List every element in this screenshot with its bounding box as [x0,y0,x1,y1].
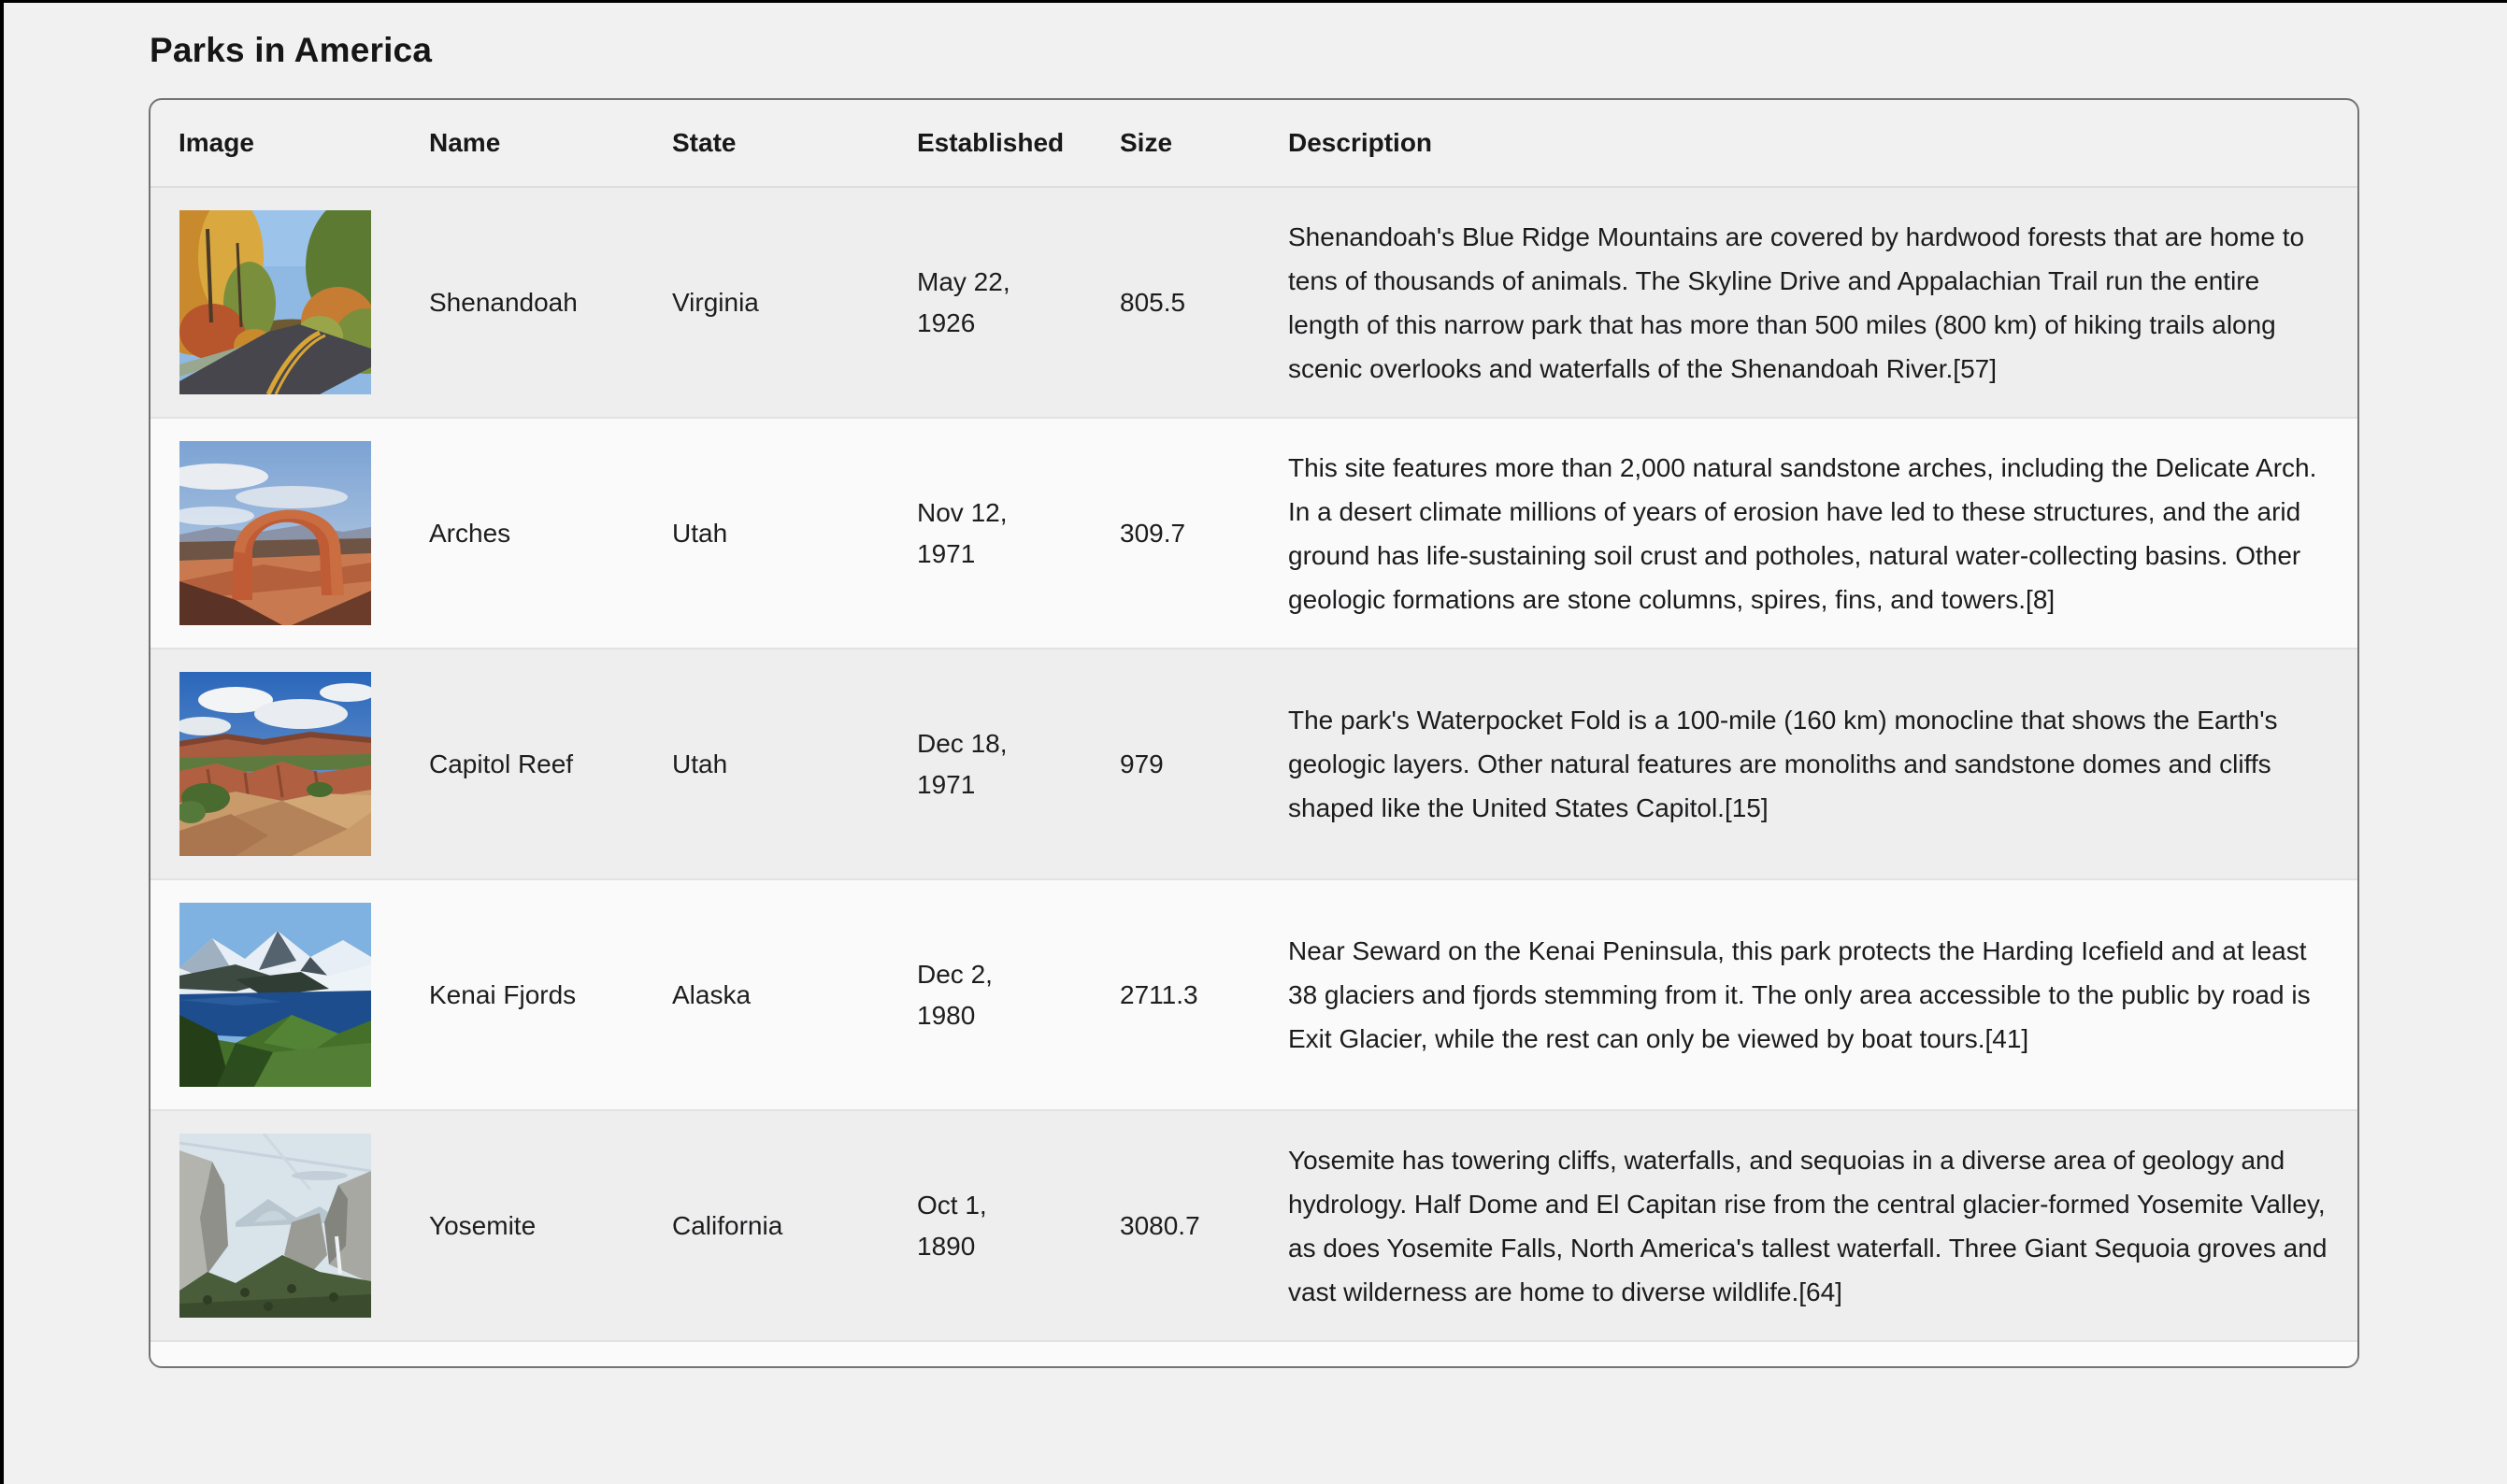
table-header: Image Name State Established Size Descri… [150,100,2357,188]
park-description: This site features more than 2,000 natur… [1260,417,2357,649]
header-name: Name [401,100,644,188]
park-established: May 22, 1926 [917,266,1010,337]
park-size: 2711.3 [1092,878,1260,1110]
park-description: The park's Waterpocket Fold is a 100-mil… [1260,648,2357,879]
park-size: 805.5 [1120,287,1186,317]
park-description: Yosemite has towering cliffs, waterfalls… [1260,1109,2357,1341]
table-row: Shenandoah Virginia May 22, 1926 805.5 S… [150,187,2357,418]
table-row: Arches Utah Nov 12, 1971 309.7 This site… [150,417,2357,649]
kenai-fjords-glacier-image [179,903,371,1087]
parks-table: Image Name State Established Size Descri… [150,100,2357,1366]
park-description: Near Seward on the Kenai Peninsula, this… [1260,878,2357,1110]
park-name: Kenai Fjords [401,878,644,1110]
arches-delicate-arch-image [179,441,371,625]
park-size: 979 [1092,648,1260,879]
park-name: Shenandoah [429,287,578,317]
park-size: 3080.7 [1092,1109,1260,1341]
header-size: Size [1092,100,1260,188]
header-established: Established [889,100,1092,188]
park-state: Alaska [644,878,889,1110]
table-row: Kenai Fjords Alaska Dec 2, 1980 2711.3 N… [150,878,2357,1110]
shenandoah-autumn-road-image [179,210,371,394]
park-description: Shenandoah's Blue Ridge Mountains are co… [1288,221,2305,383]
table-row-partial [150,1340,2357,1366]
page-title: Parks in America [150,31,433,69]
park-state: Utah [644,648,889,879]
parks-table-card: Image Name State Established Size Descri… [149,98,2359,1368]
capitol-reef-cliffs-image [179,672,371,856]
park-name: Arches [401,417,644,649]
header-image: Image [150,100,401,188]
table-row: Capitol Reef Utah Dec 18, 1971 979 The p… [150,648,2357,879]
park-state: California [644,1109,889,1341]
header-state: State [644,100,889,188]
table-row: Yosemite California Oct 1, 1890 3080.7 Y… [150,1109,2357,1341]
park-name: Capitol Reef [401,648,644,879]
park-established: Nov 12, 1971 [889,417,1092,649]
park-established: Dec 18, 1971 [889,648,1092,879]
park-state: Utah [644,417,889,649]
yosemite-valley-image [179,1134,371,1318]
park-name: Yosemite [401,1109,644,1341]
header-description: Description [1260,100,2357,188]
park-state: Virginia [672,287,759,317]
park-established: Dec 2, 1980 [889,878,1092,1110]
park-established: Oct 1, 1890 [889,1109,1092,1341]
park-size: 309.7 [1092,417,1260,649]
